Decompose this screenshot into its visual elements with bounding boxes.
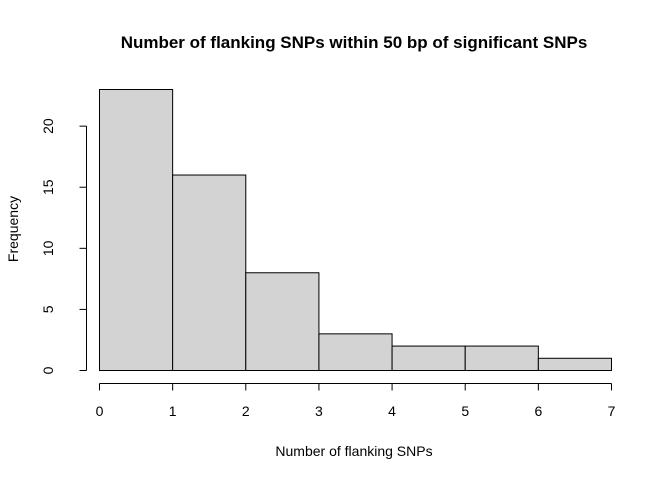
y-tick-label: 0 xyxy=(40,366,56,374)
bars-group xyxy=(99,89,612,372)
x-tick-label: 4 xyxy=(388,403,396,419)
histogram-bar xyxy=(391,345,466,371)
y-tick-label: 5 xyxy=(40,305,56,313)
x-tick-label: 1 xyxy=(169,403,177,419)
histogram-bar xyxy=(245,272,320,371)
x-tick-label: 2 xyxy=(242,403,250,419)
chart-title: Number of flanking SNPs within 50 bp of … xyxy=(121,33,588,52)
histogram-bar xyxy=(99,89,174,371)
x-tick-label: 6 xyxy=(534,403,542,419)
x-tick-label: 5 xyxy=(461,403,469,419)
y-axis: 0 5 10 15 20 xyxy=(40,118,87,374)
x-tick-label: 3 xyxy=(315,403,323,419)
y-axis-label: Frequency xyxy=(5,196,21,262)
y-tick-label: 10 xyxy=(40,240,56,256)
histogram-bar xyxy=(537,357,612,372)
x-tick-label: 0 xyxy=(96,403,104,419)
y-tick-label: 15 xyxy=(40,179,56,195)
x-axis: 0 1 2 3 4 5 6 7 xyxy=(96,383,616,419)
x-axis-label: Number of flanking SNPs xyxy=(275,443,432,459)
x-tick-label: 7 xyxy=(608,403,616,419)
histogram-bar xyxy=(464,345,539,371)
histogram-bar xyxy=(172,174,247,371)
histogram-bar xyxy=(318,333,393,372)
y-tick-label: 20 xyxy=(40,118,56,134)
